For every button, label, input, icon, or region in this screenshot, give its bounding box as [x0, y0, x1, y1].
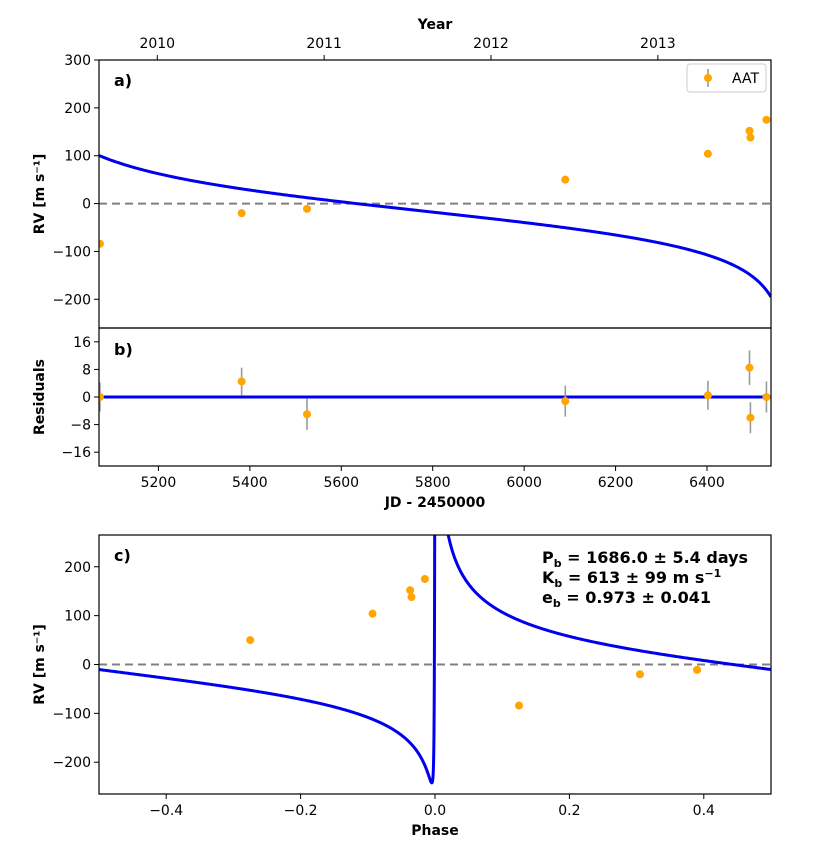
panel-b-xtick-label-0: 5200	[141, 475, 177, 491]
panel-a-top-tick-label-0: 2010	[139, 36, 175, 52]
panel-a-top-tick-label-3: 2013	[640, 36, 676, 52]
panel-c-ytick-label-0: −200	[53, 755, 91, 771]
panel-b-point-1	[237, 377, 246, 386]
panel-c-param-1: Kb = 613 ± 99 m s−1	[542, 567, 721, 590]
panel-a-ytick-label-3: 100	[64, 149, 91, 165]
panel-c-ylabel: RV [m s⁻¹]	[32, 624, 48, 705]
legend-label: AAT	[732, 71, 759, 87]
panel-a-point-7	[762, 115, 771, 124]
panel-c-point-2	[406, 586, 415, 595]
panel-b-point-4	[703, 391, 712, 400]
panel-c-param-2: eb = 0.973 ± 0.041	[542, 588, 711, 610]
panel-c-param-0: Pb = 1686.0 ± 5.4 days	[542, 548, 748, 570]
panel-c-ytick-label-3: 100	[64, 609, 91, 625]
panel-c-point-4	[420, 574, 429, 583]
panel-b-ytick-label-3: 8	[82, 362, 91, 378]
panel-b-xlabel: JD - 2450000	[384, 495, 486, 511]
panel-a-point-6	[746, 133, 755, 142]
panel-a-top-tick-label-2: 2012	[473, 36, 509, 52]
panel-a-point-1	[237, 209, 246, 218]
panel-b-ytick-label-2: 0	[82, 390, 91, 406]
panel-c-point-6	[635, 670, 644, 679]
panel-a-ytick-label-0: −200	[53, 292, 91, 308]
panel-b-point-7	[762, 393, 771, 401]
panel-a-ytick-label-2: 0	[82, 197, 91, 213]
panel-c-point-7	[693, 665, 702, 674]
panel-b-xtick-label-4: 6000	[506, 475, 542, 491]
panel-b-xtick-label-5: 6200	[598, 475, 634, 491]
panel-c-ytick-label-4: 200	[64, 560, 91, 576]
panel-a-ytick-label-5: 300	[64, 53, 91, 69]
panel-b-ylabel: Residuals	[32, 359, 48, 435]
panel-c-label: c)	[114, 546, 131, 565]
panel-a-model-curve	[99, 154, 771, 298]
panel-b-point-5	[745, 363, 754, 372]
panel-b-ytick-label-0: −16	[61, 445, 91, 461]
panel-b-xtick-label-2: 5600	[323, 475, 359, 491]
panel-c-point-5	[515, 701, 523, 710]
panel-b-ytick-label-4: 16	[73, 335, 91, 351]
panel-b-label: b)	[114, 340, 133, 359]
panel-c-model-curve	[99, 535, 771, 785]
panel-a-point-2	[303, 204, 311, 213]
panel-c-ytick-label-2: 0	[82, 658, 91, 674]
panel-c-xtick-label-0: −0.4	[149, 803, 183, 819]
panel-c-xtick-label-4: 0.4	[693, 803, 715, 819]
panel-b-xtick-label-1: 5400	[232, 475, 268, 491]
panel-a-ytick-label-1: −100	[53, 244, 91, 260]
panel-a-top-axis-title: Year	[417, 17, 453, 33]
panel-c-point-3	[407, 593, 416, 602]
panel-b-xtick-label-3: 5800	[415, 475, 451, 491]
panel-a-point-3	[561, 175, 570, 184]
panel-c-point-0	[246, 636, 255, 645]
panel-c-xtick-label-3: 0.2	[558, 803, 580, 819]
panel-c-xlabel: Phase	[411, 823, 459, 839]
panel-a-frame	[98, 59, 772, 329]
panel-b-xtick-label-6: 6400	[689, 475, 725, 491]
panel-a-point-5	[745, 126, 754, 135]
panel-a-top-tick-label-1: 2011	[306, 36, 342, 52]
panel-b-point-6	[746, 413, 755, 422]
panel-b-point-3	[561, 397, 570, 406]
legend-box	[686, 63, 767, 93]
panel-c-xtick-label-1: −0.2	[284, 803, 318, 819]
panel-c-xtick-label-2: 0.0	[424, 803, 446, 819]
panel-a-ytick-label-4: 200	[64, 101, 91, 117]
panel-a-point-0	[99, 239, 104, 248]
panel-a-label: a)	[114, 71, 132, 90]
panel-b-point-2	[303, 410, 311, 419]
panel-b-ytick-label-1: −8	[70, 418, 91, 434]
panel-b-point-0	[99, 393, 104, 401]
panel-a-ylabel: RV [m s⁻¹]	[32, 154, 48, 235]
legend-marker	[704, 74, 712, 82]
panel-c-point-1	[368, 609, 377, 618]
panel-a-point-4	[703, 149, 712, 158]
panel-c-ytick-label-1: −100	[53, 706, 91, 722]
